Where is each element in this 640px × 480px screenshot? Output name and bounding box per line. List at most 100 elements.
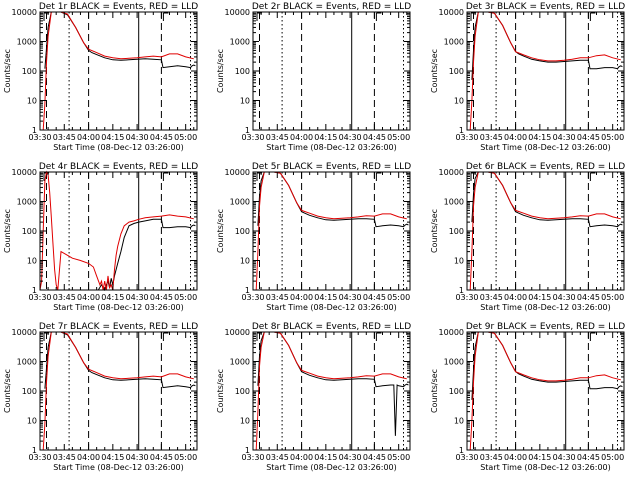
- y-axis-label: Counts/sec: [430, 209, 439, 253]
- y-axis-label: Counts/sec: [3, 49, 12, 93]
- lld-series-line: [255, 331, 407, 451]
- panel-4: Det 4r BLACK = Events, RED = LLD 1 10 100 10…: [3, 162, 198, 312]
- x-tick-label: 04:45: [363, 133, 386, 142]
- x-tick-label: 03:30: [28, 453, 51, 462]
- y-tick-label: 1: [32, 126, 37, 135]
- x-tick-label: 04:15: [101, 133, 124, 142]
- x-tick-label: 04:00: [77, 453, 100, 462]
- panel-title: Det 6r BLACK = Events, RED = LLD: [466, 162, 625, 172]
- panel-3: Det 3r BLACK = Events, RED = LLD 1 10 100 10…: [430, 2, 625, 152]
- corner-mark: [162, 12, 169, 21]
- y-axis-label: Counts/sec: [216, 369, 225, 413]
- y-tick-label: 1000: [444, 358, 464, 367]
- corner-mark: [589, 12, 596, 21]
- x-tick-label: 04:30: [553, 453, 576, 462]
- panel-9: Det 9r BLACK = Events, RED = LLD 1 10 100 10…: [430, 322, 625, 472]
- x-tick-label: 03:45: [53, 133, 76, 142]
- lld-series-line: [469, 171, 621, 291]
- panel-title: Det 2r BLACK = Events, RED = LLD: [252, 2, 411, 12]
- lld-series-line: [42, 331, 194, 451]
- x-tick-label: 04:30: [126, 453, 149, 462]
- x-tick-label: 03:30: [455, 293, 478, 302]
- y-tick-label: 1: [32, 286, 37, 295]
- y-tick-label: 1000: [230, 198, 250, 207]
- panel-title: Det 7r BLACK = Events, RED = LLD: [39, 322, 198, 332]
- y-tick-label: 1: [459, 126, 464, 135]
- y-axis-label: Counts/sec: [216, 209, 225, 253]
- x-tick-label: 04:00: [290, 293, 313, 302]
- x-axis-label: Start Time (08-Dec-12 03:26:00): [53, 143, 184, 152]
- y-tick-label: 10: [454, 417, 464, 426]
- lld-series-line: [469, 11, 621, 131]
- x-tick-label: 03:30: [241, 293, 264, 302]
- y-tick-label: 10000: [439, 328, 464, 337]
- y-tick-label: 100: [235, 227, 250, 236]
- x-tick-label: 04:30: [126, 133, 149, 142]
- panel-title: Det 9r BLACK = Events, RED = LLD: [466, 322, 625, 332]
- y-tick-label: 10000: [12, 328, 37, 337]
- y-tick-label: 10000: [439, 8, 464, 17]
- x-tick-label: 04:45: [150, 453, 173, 462]
- y-axis-label: Counts/sec: [430, 49, 439, 93]
- x-tick-label: 04:45: [577, 293, 600, 302]
- x-axis-label: Start Time (08-Dec-12 03:26:00): [480, 463, 611, 472]
- x-tick-label: 04:45: [363, 453, 386, 462]
- x-tick-label: 04:15: [528, 453, 551, 462]
- y-tick-label: 100: [22, 387, 37, 396]
- x-tick-label: 04:15: [528, 133, 551, 142]
- y-tick-label: 1: [459, 446, 464, 455]
- x-tick-label: 04:45: [577, 133, 600, 142]
- x-tick-label: 03:45: [53, 453, 76, 462]
- x-tick-label: 04:15: [314, 453, 337, 462]
- corner-mark: [589, 332, 596, 341]
- corner-mark: [375, 172, 382, 181]
- y-tick-label: 10: [454, 97, 464, 106]
- x-tick-label: 04:45: [150, 293, 173, 302]
- x-tick-label: 04:30: [553, 293, 576, 302]
- y-tick-label: 10: [27, 97, 37, 106]
- y-axis-label: Counts/sec: [430, 369, 439, 413]
- y-axis-label: Counts/sec: [3, 369, 12, 413]
- y-tick-label: 10000: [12, 8, 37, 17]
- x-tick-label: 04:30: [553, 133, 576, 142]
- y-tick-label: 10000: [225, 168, 250, 177]
- x-tick-label: 04:15: [314, 133, 337, 142]
- y-tick-label: 10000: [12, 168, 37, 177]
- x-tick-label: 04:00: [77, 293, 100, 302]
- x-tick-label: 05:00: [174, 293, 197, 302]
- corner-mark: [375, 332, 382, 341]
- x-axis-label: Start Time (08-Dec-12 03:26:00): [480, 143, 611, 152]
- x-tick-label: 04:00: [504, 133, 527, 142]
- x-tick-label: 04:30: [339, 293, 362, 302]
- x-tick-label: 04:00: [290, 133, 313, 142]
- x-tick-label: 03:45: [480, 453, 503, 462]
- panel-7: Det 7r BLACK = Events, RED = LLD 1 10 100 10…: [3, 322, 198, 472]
- y-tick-label: 1000: [17, 198, 37, 207]
- y-tick-label: 1000: [444, 38, 464, 47]
- lld-series-line: [42, 11, 194, 131]
- x-tick-label: 03:30: [241, 133, 264, 142]
- x-tick-label: 03:30: [455, 133, 478, 142]
- y-tick-label: 10: [240, 417, 250, 426]
- panel-title: Det 3r BLACK = Events, RED = LLD: [466, 2, 625, 12]
- y-tick-label: 1000: [17, 38, 37, 47]
- x-tick-label: 05:00: [387, 453, 410, 462]
- x-tick-label: 04:15: [101, 453, 124, 462]
- panel-title: Det 5r BLACK = Events, RED = LLD: [252, 162, 411, 172]
- x-tick-label: 04:00: [290, 453, 313, 462]
- x-tick-label: 05:00: [387, 293, 410, 302]
- x-tick-label: 03:30: [28, 133, 51, 142]
- x-tick-label: 03:45: [480, 133, 503, 142]
- y-tick-label: 1000: [230, 358, 250, 367]
- y-tick-label: 100: [235, 67, 250, 76]
- y-tick-label: 100: [22, 67, 37, 76]
- y-tick-label: 10: [454, 257, 464, 266]
- x-tick-label: 05:00: [174, 453, 197, 462]
- y-tick-label: 100: [22, 227, 37, 236]
- x-tick-label: 05:00: [387, 133, 410, 142]
- panel-8: Det 8r BLACK = Events, RED = LLD 1 10 100 10…: [216, 322, 411, 472]
- x-tick-label: 04:15: [528, 293, 551, 302]
- corner-mark: [589, 172, 596, 181]
- y-tick-label: 10000: [225, 8, 250, 17]
